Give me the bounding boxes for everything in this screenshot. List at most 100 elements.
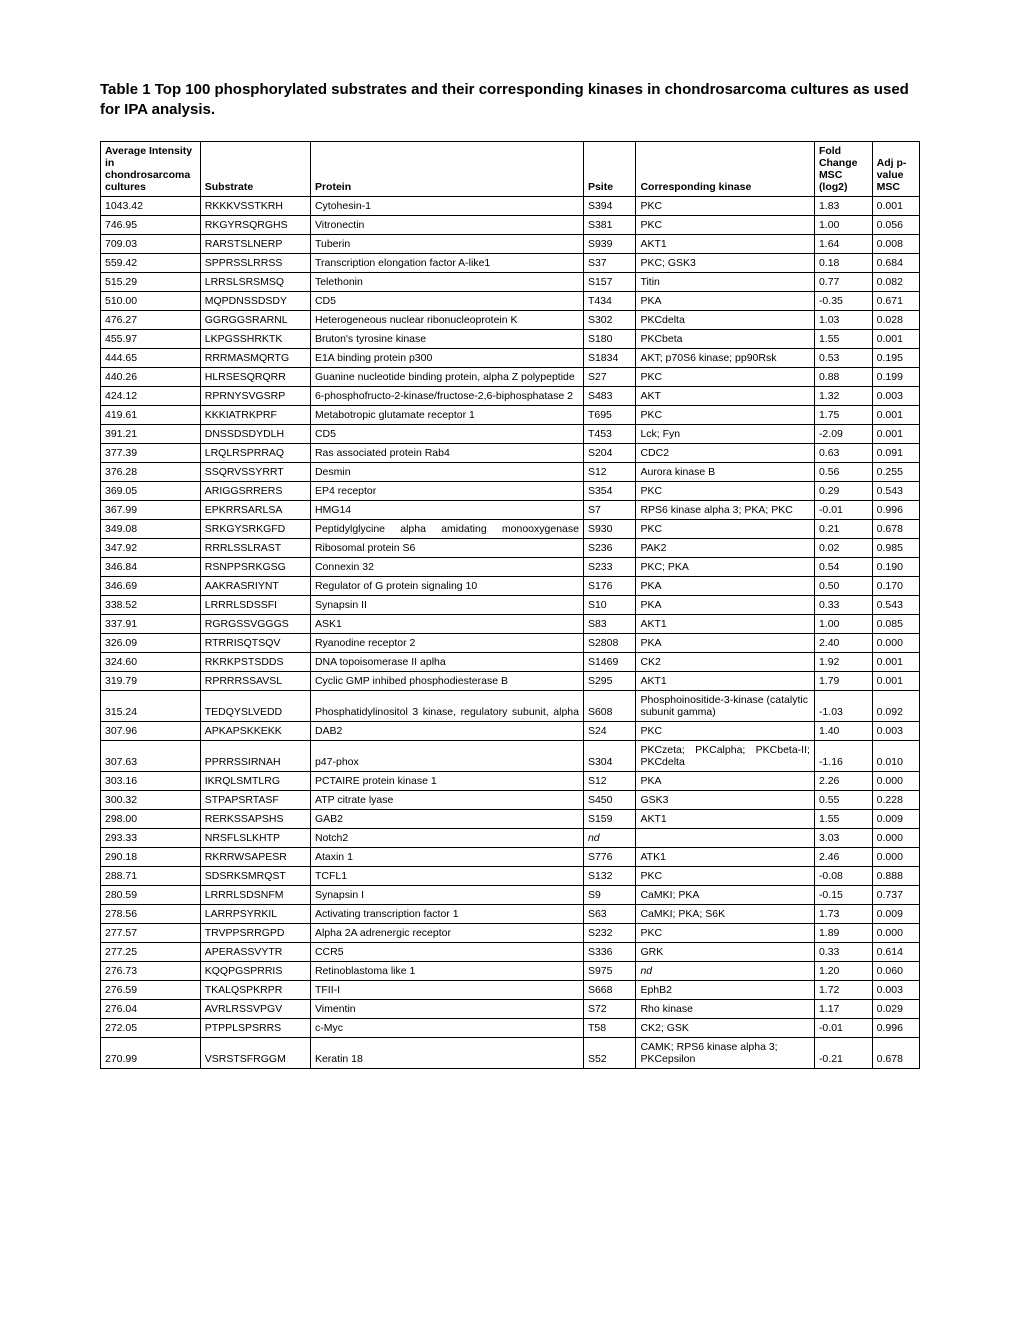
table-cell: AKT [636, 386, 814, 405]
table-cell: Vitronectin [310, 215, 583, 234]
table-cell: 0.001 [872, 652, 919, 671]
table-cell: 0.003 [872, 386, 919, 405]
table-cell: 0.001 [872, 671, 919, 690]
table-cell: 1.55 [814, 809, 872, 828]
table-cell: Desmin [310, 462, 583, 481]
table-cell: PKC [636, 367, 814, 386]
table-cell: 337.91 [101, 614, 201, 633]
table-cell: 349.08 [101, 519, 201, 538]
table-cell: PKA [636, 771, 814, 790]
table-cell: 276.04 [101, 999, 201, 1018]
table-cell: 746.95 [101, 215, 201, 234]
table-cell: -1.16 [814, 740, 872, 771]
table-cell: Ataxin 1 [310, 847, 583, 866]
table-cell: 1.40 [814, 721, 872, 740]
table-row: 746.95RKGYRSQRGHSVitronectinS381PKC1.000… [101, 215, 920, 234]
table-cell: 6-phosphofructo-2-kinase/fructose-2,6-bi… [310, 386, 583, 405]
table-cell: PKCzeta; PKCalpha; PKCbeta-II; PKCdelta [636, 740, 814, 771]
table-row: 277.25APERASSVYTRCCR5S336GRK0.330.614 [101, 942, 920, 961]
table-cell: 276.73 [101, 961, 201, 980]
table-cell: nd [636, 961, 814, 980]
table-cell: S12 [583, 771, 635, 790]
table-cell: CaMKI; PKA [636, 885, 814, 904]
table-row: 367.99EPKRRSARLSAHMG14S7RPS6 kinase alph… [101, 500, 920, 519]
table-cell: PKA [636, 576, 814, 595]
table-cell: 1.92 [814, 652, 872, 671]
table-cell: TCFL1 [310, 866, 583, 885]
table-cell: 338.52 [101, 595, 201, 614]
table-cell: 0.001 [872, 424, 919, 443]
table-cell: 0.614 [872, 942, 919, 961]
table-cell: 0.056 [872, 215, 919, 234]
table-cell: S381 [583, 215, 635, 234]
table-cell: RPRRRSSAVSL [200, 671, 310, 690]
table-cell: S450 [583, 790, 635, 809]
table-cell: S12 [583, 462, 635, 481]
table-cell: PKC [636, 721, 814, 740]
table-row: 424.12RPRNYSVGSRP6-phosphofructo-2-kinas… [101, 386, 920, 405]
table-cell: Synapsin II [310, 595, 583, 614]
table-cell: 419.61 [101, 405, 201, 424]
table-cell: NRSFLSLKHTP [200, 828, 310, 847]
table-cell: 0.029 [872, 999, 919, 1018]
table-cell: S132 [583, 866, 635, 885]
table-row: 300.32STPAPSRTASFATP citrate lyaseS450GS… [101, 790, 920, 809]
table-cell: Titin [636, 272, 814, 291]
table-row: 476.27GGRGGSRARNLHeterogeneous nuclear r… [101, 310, 920, 329]
table-row: 303.16IKRQLSMTLRGPCTAIRE protein kinase … [101, 771, 920, 790]
table-cell: Bruton's tyrosine kinase [310, 329, 583, 348]
table-cell: S354 [583, 481, 635, 500]
table-cell: LRRRLSDSNFM [200, 885, 310, 904]
table-cell: 440.26 [101, 367, 201, 386]
table-cell: 0.56 [814, 462, 872, 481]
table-cell: RERKSSAPSHS [200, 809, 310, 828]
table-cell: 455.97 [101, 329, 201, 348]
column-header: Fold Change MSC (log2) [814, 141, 872, 196]
table-cell: Rho kinase [636, 999, 814, 1018]
table-cell: AKT; p70S6 kinase; pp90Rsk [636, 348, 814, 367]
table-cell: S295 [583, 671, 635, 690]
table-row: 337.91RGRGSSVGGGSASK1S83AKT11.000.085 [101, 614, 920, 633]
table-cell: S304 [583, 740, 635, 771]
table-cell: p47-phox [310, 740, 583, 771]
table-cell: 1.73 [814, 904, 872, 923]
table-cell: 0.170 [872, 576, 919, 595]
table-cell: 0.02 [814, 538, 872, 557]
table-cell: 0.54 [814, 557, 872, 576]
table-cell: S204 [583, 443, 635, 462]
table-cell: HLRSESQRQRR [200, 367, 310, 386]
table-cell: 0.53 [814, 348, 872, 367]
table-cell: 1.72 [814, 980, 872, 999]
table-cell: -0.01 [814, 500, 872, 519]
table-cell: 0.543 [872, 481, 919, 500]
table-cell: CD5 [310, 291, 583, 310]
table-cell: T695 [583, 405, 635, 424]
table-cell: CAMK; RPS6 kinase alpha 3; PKCepsilon [636, 1037, 814, 1068]
table-cell: Ryanodine receptor 2 [310, 633, 583, 652]
table-row: 276.04AVRLRSSVPGVVimentinS72Rho kinase1.… [101, 999, 920, 1018]
table-cell: 0.21 [814, 519, 872, 538]
table-body: 1043.42RKKKVSSTKRHCytohesin-1S394PKC1.83… [101, 196, 920, 1068]
table-cell: Peptidylglycine alpha amidating monooxyg… [310, 519, 583, 538]
table-cell: Tuberin [310, 234, 583, 253]
table-cell: 278.56 [101, 904, 201, 923]
table-cell: 3.03 [814, 828, 872, 847]
table-row: 278.56LARRPSYRKILActivating transcriptio… [101, 904, 920, 923]
table-cell: CaMKI; PKA; S6K [636, 904, 814, 923]
table-cell: 298.00 [101, 809, 201, 828]
table-cell: 346.84 [101, 557, 201, 576]
table-cell: S233 [583, 557, 635, 576]
table-cell: 0.003 [872, 721, 919, 740]
table-row: 369.05ARIGGSRRERSEP4 receptorS354PKC0.29… [101, 481, 920, 500]
table-row: 270.99VSRSTSFRGGMKeratin 18S52CAMK; RPS6… [101, 1037, 920, 1068]
table-cell: DNA topoisomerase II aplha [310, 652, 583, 671]
table-row: 280.59LRRRLSDSNFMSynapsin IS9CaMKI; PKA-… [101, 885, 920, 904]
table-cell: 0.009 [872, 809, 919, 828]
table-cell: S24 [583, 721, 635, 740]
table-cell: ATP citrate lyase [310, 790, 583, 809]
table-cell: 424.12 [101, 386, 201, 405]
table-cell: EphB2 [636, 980, 814, 999]
table-cell: RTRRISQTSQV [200, 633, 310, 652]
table-cell: Heterogeneous nuclear ribonucleoprotein … [310, 310, 583, 329]
table-row: 277.57TRVPPSRRGPDAlpha 2A adrenergic rec… [101, 923, 920, 942]
